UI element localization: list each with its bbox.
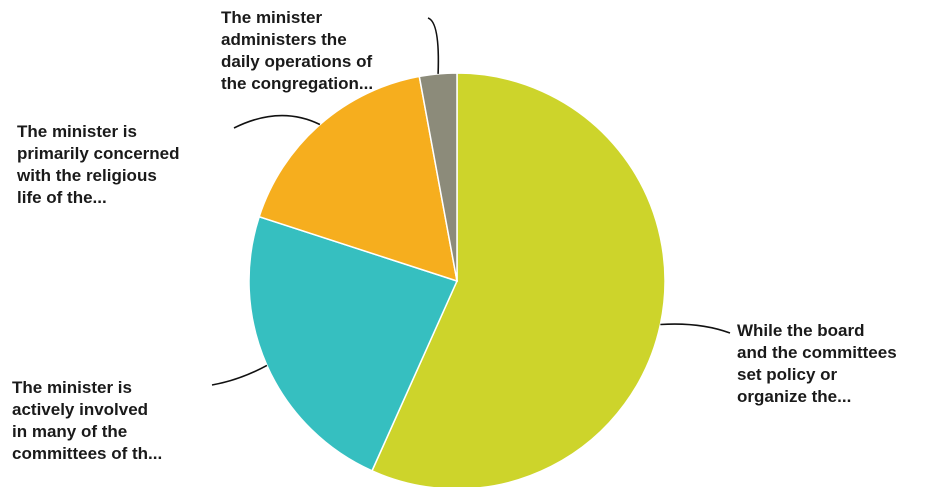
slice-label-board-committees: While the board and the committees set p… [737, 321, 897, 406]
leader-line-3 [233, 114, 321, 129]
leader-line-1 [660, 323, 731, 334]
slice-label-minister-committees: The minister is actively involved in man… [12, 378, 163, 463]
slice-label-minister-operations: The minister administers the daily opera… [221, 8, 374, 93]
slice-minister-religious [258, 75, 458, 283]
leader-line-2 [211, 364, 268, 386]
slice-label-minister-religious: The minister is primarily concerned with… [17, 122, 180, 207]
leader-line-4 [427, 17, 440, 74]
